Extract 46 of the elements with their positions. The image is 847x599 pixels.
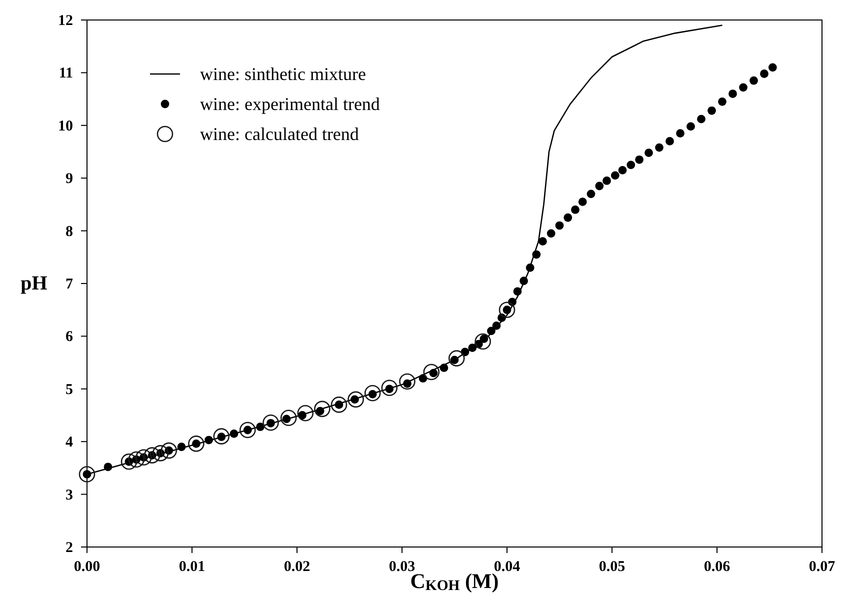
y-tick-label: 8 xyxy=(66,224,73,240)
point xyxy=(144,447,160,464)
point xyxy=(448,350,465,366)
x-tick-label: 0.07 xyxy=(808,559,836,575)
x-tick-label: 0.06 xyxy=(704,559,731,575)
y-tick-label: 6 xyxy=(66,329,74,346)
x-tick-label: 0.03 xyxy=(388,559,416,575)
point xyxy=(297,404,314,422)
y-tick-label: 12 xyxy=(58,13,73,29)
point xyxy=(120,453,138,470)
point xyxy=(474,333,491,350)
point xyxy=(330,396,348,413)
y-tick-label: 11 xyxy=(58,66,73,82)
y-tick-label: 3 xyxy=(66,487,73,504)
point xyxy=(498,302,516,318)
point xyxy=(399,373,416,390)
point xyxy=(128,451,144,468)
y-tick-label: 2 xyxy=(66,540,73,556)
point xyxy=(423,364,440,380)
point xyxy=(381,380,398,396)
x-tick-label: 0.01 xyxy=(178,559,206,575)
point xyxy=(314,400,330,418)
legend-label: wine: experimental trend xyxy=(200,94,380,114)
y-tick-label: 4 xyxy=(66,434,74,451)
point xyxy=(136,449,152,466)
point xyxy=(348,391,364,408)
point xyxy=(364,384,381,402)
point xyxy=(262,414,279,431)
legend-label: wine: sinthetic mixture xyxy=(200,64,366,84)
point xyxy=(160,442,178,459)
point xyxy=(188,436,204,452)
x-tick-label: 0.04 xyxy=(494,559,521,575)
point xyxy=(240,422,256,438)
x-tick-label: 0.00 xyxy=(74,559,100,575)
y-tick-label: 10 xyxy=(58,118,73,134)
point xyxy=(78,466,96,482)
point xyxy=(152,445,169,462)
x-tick-label: 0.02 xyxy=(284,559,310,575)
y-tick-label: 7 xyxy=(66,276,74,292)
x-tick-label: 0.05 xyxy=(598,559,626,575)
point xyxy=(213,428,230,444)
y-axis-title: pH xyxy=(20,272,48,294)
point xyxy=(280,410,297,426)
y-tick-label: 5 xyxy=(66,382,73,398)
legend-label: wine: calculated trend xyxy=(200,124,359,144)
y-tick-label: 9 xyxy=(66,171,73,188)
